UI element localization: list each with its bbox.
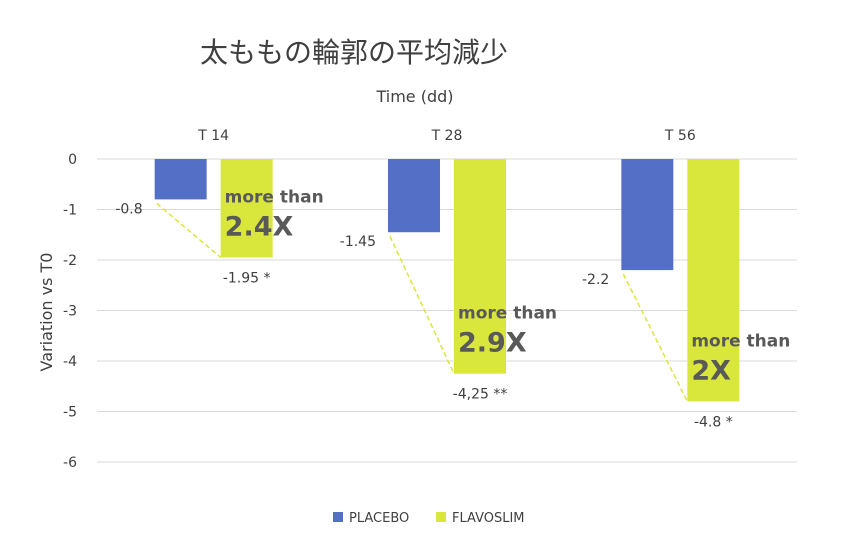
multiplier-annotation-text: more than bbox=[691, 331, 790, 351]
multiplier-annotation-text: more than bbox=[225, 187, 324, 207]
comparison-connector bbox=[622, 273, 689, 402]
x-tick-label: T 14 bbox=[197, 128, 229, 144]
bar-flavoslim bbox=[220, 159, 273, 258]
legend-label: PLACEBO bbox=[349, 511, 409, 526]
plot-area: 0 -1 -2 -3 -4 -5 -6 T 14 -0.8 -1.95 * more than 2.4… bbox=[63, 128, 797, 471]
chart-title: 太ももの輪郭の平均減少 bbox=[200, 36, 508, 69]
y-tick-label: 0 bbox=[68, 152, 77, 168]
y-tick-label: -2 bbox=[63, 253, 77, 269]
data-label-placebo: -1.45 bbox=[340, 234, 376, 250]
data-label-flavoslim: -4,25 ** bbox=[453, 387, 508, 403]
data-label-placebo: -0.8 bbox=[115, 201, 142, 217]
multiplier-annotation-value: 2.9X bbox=[458, 328, 527, 359]
bar-placebo bbox=[388, 159, 440, 233]
legend-swatch bbox=[436, 512, 446, 522]
bar-placebo bbox=[154, 159, 207, 200]
x-tick-label: T 56 bbox=[664, 128, 696, 144]
y-tick-label: -6 bbox=[63, 455, 77, 471]
x-axis-title: Time (dd) bbox=[375, 87, 453, 106]
bar-placebo bbox=[621, 159, 674, 271]
bar-flavoslim bbox=[687, 159, 740, 402]
y-tick-label: -4 bbox=[63, 354, 77, 370]
x-tick-label: T 28 bbox=[431, 128, 463, 144]
legend-label: FLAVOSLIM bbox=[452, 511, 525, 526]
y-tick-label: -1 bbox=[63, 203, 77, 219]
legend: PLACEBO FLAVOSLIM bbox=[333, 511, 525, 526]
y-axis-title: Variation vs T0 bbox=[37, 253, 56, 372]
data-label-placebo: -2.2 bbox=[582, 272, 609, 288]
bar-flavoslim bbox=[454, 159, 506, 374]
comparison-connector bbox=[156, 202, 222, 259]
legend-swatch bbox=[333, 512, 343, 522]
data-label-flavoslim: -4.8 * bbox=[694, 414, 733, 430]
multiplier-annotation-text: more than bbox=[458, 304, 557, 324]
multiplier-annotation-value: 2X bbox=[691, 355, 731, 386]
y-tick-label: -5 bbox=[63, 405, 77, 421]
comparison-connector bbox=[389, 235, 455, 374]
y-tick-label: -3 bbox=[63, 304, 77, 320]
data-label-flavoslim: -1.95 * bbox=[223, 270, 271, 286]
multiplier-annotation-value: 2.4X bbox=[225, 211, 294, 242]
